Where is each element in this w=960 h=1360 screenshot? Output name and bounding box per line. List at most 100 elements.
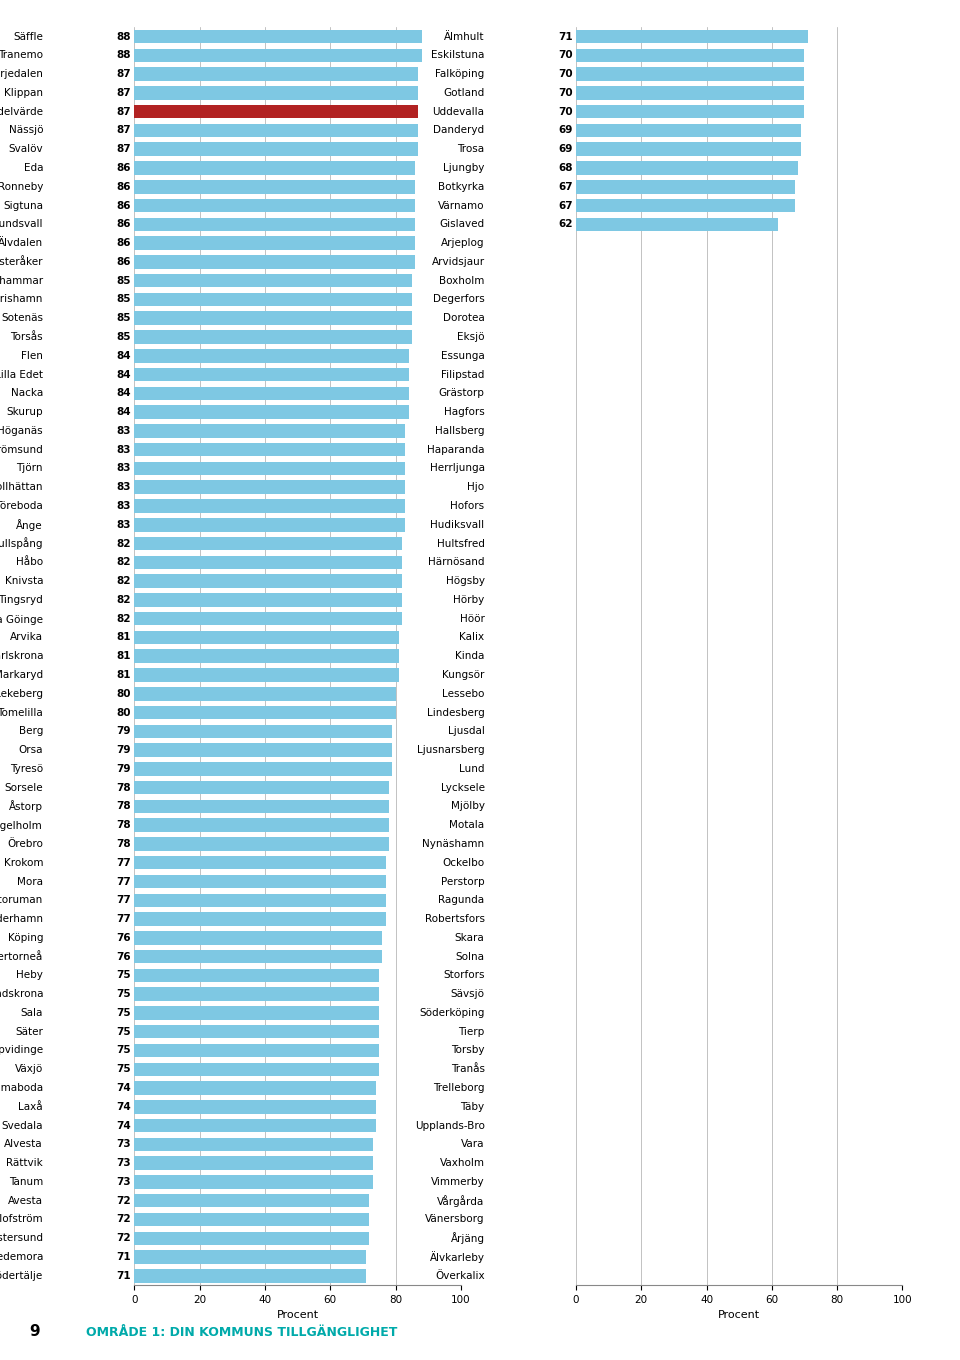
Bar [134,1156,372,1170]
Text: 76: 76 [116,933,132,942]
Bar [134,30,421,44]
Bar [576,199,795,212]
Text: Mora: Mora [17,876,43,887]
Text: 71: 71 [558,31,573,42]
Text: 79: 79 [116,764,132,774]
Text: Nynäshamn: Nynäshamn [422,839,485,849]
X-axis label: Procent: Procent [276,1311,319,1321]
Text: Eksjö: Eksjö [457,332,485,341]
Text: 84: 84 [116,407,132,418]
Bar [576,30,807,44]
Text: 88: 88 [116,50,132,60]
Text: 75: 75 [116,1046,132,1055]
Text: 84: 84 [116,351,132,360]
Text: Kungsör: Kungsör [443,670,485,680]
Text: 83: 83 [116,464,132,473]
Bar [134,874,386,888]
Text: Torsås: Torsås [11,332,43,341]
Text: Klippan: Klippan [4,88,43,98]
Bar [134,461,405,475]
Text: Tjörn: Tjörn [16,464,43,473]
Text: 69: 69 [559,125,573,136]
Text: 81: 81 [116,632,132,642]
Bar [134,1043,379,1057]
Text: Lindesberg: Lindesberg [427,707,485,718]
Text: Upplands-Bro: Upplands-Bro [415,1121,485,1130]
Text: 72: 72 [116,1234,132,1243]
Text: 85: 85 [116,295,132,305]
Text: Härjedalen: Härjedalen [0,69,43,79]
Bar [576,124,802,137]
Text: Markaryd: Markaryd [0,670,43,680]
Text: 80: 80 [116,688,132,699]
Text: 82: 82 [116,613,132,624]
Text: Övertorneå: Övertorneå [0,952,43,962]
Text: Söderköping: Söderköping [420,1008,485,1017]
Text: 81: 81 [116,670,132,680]
Text: 85: 85 [116,313,132,324]
Text: Arvika: Arvika [10,632,43,642]
Text: Grästorp: Grästorp [439,389,485,398]
Bar [134,424,405,438]
X-axis label: Procent: Procent [718,1311,760,1321]
Text: Hofors: Hofors [450,500,485,511]
Text: Lekeberg: Lekeberg [0,688,43,699]
Text: Ljungby: Ljungby [444,163,485,173]
Bar [134,949,382,963]
Text: Örebro: Örebro [7,839,43,849]
Text: 73: 73 [116,1159,132,1168]
Bar [134,1100,376,1114]
Text: 83: 83 [116,520,132,530]
Text: Hagfors: Hagfors [444,407,485,418]
Text: Eda: Eda [23,163,43,173]
Text: Härnösand: Härnösand [428,558,485,567]
Text: Älvdalen: Älvdalen [0,238,43,248]
Text: Hultsfred: Hultsfred [437,539,485,548]
Text: 9: 9 [29,1323,39,1338]
Text: 77: 77 [116,914,132,923]
Bar [134,1025,379,1039]
Bar [134,367,409,381]
Text: Vänersborg: Vänersborg [425,1214,485,1224]
Text: Växjö: Växjö [14,1065,43,1074]
Text: Arjeplog: Arjeplog [441,238,485,248]
Text: 85: 85 [116,332,132,341]
Text: 83: 83 [116,426,132,437]
Bar [134,443,405,457]
Text: Danderyd: Danderyd [434,125,485,136]
Text: 68: 68 [558,163,573,173]
Text: Vara: Vara [461,1140,485,1149]
Text: Ånge: Ånge [16,518,43,530]
Text: Krokom: Krokom [4,858,43,868]
Text: Hedemora: Hedemora [0,1253,43,1262]
Text: Lund: Lund [459,764,485,774]
Bar [134,537,402,551]
Text: Täby: Täby [461,1102,485,1112]
Text: Motala: Motala [449,820,485,830]
Bar [134,292,412,306]
Text: Årjäng: Årjäng [450,1232,485,1244]
Text: Trelleborg: Trelleborg [433,1083,485,1093]
Text: Strömsund: Strömsund [0,445,43,454]
Text: Avesta: Avesta [8,1195,43,1206]
Text: 83: 83 [116,500,132,511]
Bar [134,124,419,137]
Text: Storuman: Storuman [0,895,43,906]
Bar [134,256,415,269]
Bar [134,800,389,813]
Text: 82: 82 [116,539,132,548]
Bar [134,668,398,681]
Text: Hörby: Hörby [453,594,485,605]
Text: Kalix: Kalix [460,632,485,642]
Text: Ängelholm: Ängelholm [0,819,43,831]
Text: Arvidsjaur: Arvidsjaur [431,257,485,267]
Text: 85: 85 [116,276,132,286]
Text: 72: 72 [116,1214,132,1224]
Text: Ockelbo: Ockelbo [443,858,485,868]
Text: 73: 73 [116,1140,132,1149]
Text: Lilla Edet: Lilla Edet [0,370,43,379]
Text: Överkalix: Överkalix [435,1270,485,1281]
Text: 84: 84 [116,370,132,379]
Bar [134,330,412,344]
Text: Alvesta: Alvesta [5,1140,43,1149]
